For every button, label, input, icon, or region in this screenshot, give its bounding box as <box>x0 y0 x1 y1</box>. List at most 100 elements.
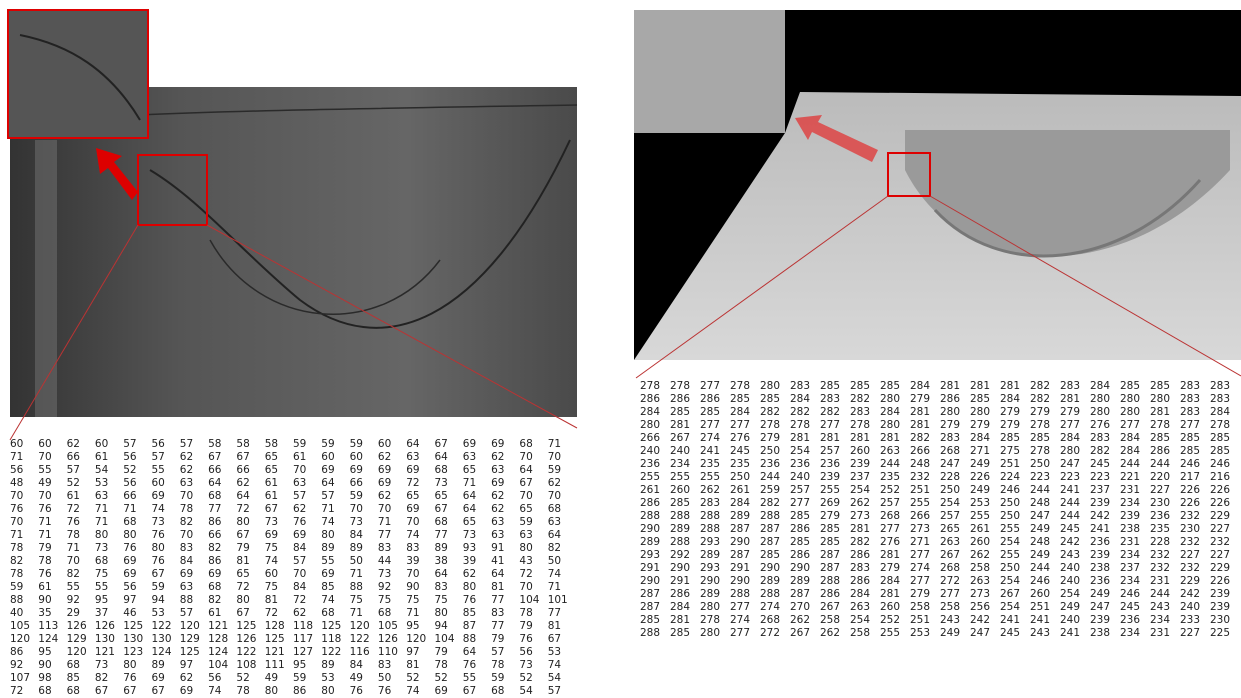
matrix-cell: 230 <box>1150 497 1170 509</box>
matrix-cell: 57 <box>321 490 334 502</box>
matrix-cell: 67 <box>548 633 561 645</box>
matrix-cell: 243 <box>940 614 960 626</box>
matrix-cell: 280 <box>640 419 660 431</box>
matrix-cell: 228 <box>940 471 960 483</box>
matrix-cell: 71 <box>378 516 391 528</box>
matrix-cell: 289 <box>760 575 780 587</box>
matrix-cell: 70 <box>406 568 419 580</box>
matrix-cell: 70 <box>10 490 23 502</box>
matrix-cell: 74 <box>208 685 222 697</box>
matrix-cell: 281 <box>880 549 900 561</box>
matrix-cell: 277 <box>910 549 930 561</box>
matrix-cell: 280 <box>1090 393 1110 405</box>
matrix-cell: 255 <box>700 471 720 483</box>
matrix-cell: 130 <box>152 633 172 645</box>
matrix-cell: 246 <box>1180 458 1200 470</box>
matrix-cell: 69 <box>406 464 419 476</box>
matrix-cell: 69 <box>435 685 448 697</box>
matrix-cell: 55 <box>321 555 334 567</box>
matrix-cell: 266 <box>910 445 930 457</box>
matrix-cell: 265 <box>940 523 960 535</box>
matrix-cell: 285 <box>670 406 690 418</box>
matrix-cell: 104 <box>208 659 228 671</box>
matrix-cell: 256 <box>970 601 990 613</box>
matrix-cell: 64 <box>548 529 562 541</box>
matrix-cell: 281 <box>940 380 960 392</box>
matrix-cell: 238 <box>1090 562 1110 574</box>
matrix-cell: 254 <box>1000 536 1020 548</box>
matrix-cell: 52 <box>236 672 249 684</box>
matrix-cell: 73 <box>435 477 448 489</box>
matrix-cell: 56 <box>519 646 533 658</box>
matrix-cell: 252 <box>880 614 900 626</box>
matrix-cell: 262 <box>970 549 990 561</box>
matrix-cell: 279 <box>970 419 990 431</box>
matrix-cell: 71 <box>321 503 334 515</box>
matrix-cell: 73 <box>378 568 391 580</box>
matrix-cell: 223 <box>1030 471 1050 483</box>
matrix-cell: 285 <box>1030 432 1050 444</box>
matrix-cell: 62 <box>236 477 249 489</box>
matrix-cell: 277 <box>730 627 750 639</box>
matrix-cell: 284 <box>970 432 990 444</box>
matrix-cell: 288 <box>670 536 690 548</box>
matrix-cell: 245 <box>1060 523 1080 535</box>
matrix-cell: 283 <box>790 380 810 392</box>
matrix-cell: 235 <box>700 458 720 470</box>
matrix-cell: 291 <box>640 562 660 574</box>
matrix-cell: 90 <box>38 659 51 671</box>
matrix-cell: 52 <box>519 672 532 684</box>
matrix-cell: 288 <box>700 523 720 535</box>
matrix-cell: 281 <box>1060 393 1080 405</box>
matrix-cell: 249 <box>970 458 990 470</box>
matrix-cell: 260 <box>970 536 990 548</box>
matrix-cell: 250 <box>730 471 750 483</box>
matrix-cell: 254 <box>850 614 870 626</box>
matrix-cell: 124 <box>152 646 172 658</box>
matrix-cell: 54 <box>519 685 533 697</box>
matrix-cell: 266 <box>910 510 930 522</box>
matrix-cell: 73 <box>152 516 165 528</box>
matrix-cell: 59 <box>293 672 306 684</box>
matrix-cell: 286 <box>790 523 810 535</box>
matrix-cell: 80 <box>152 542 165 554</box>
matrix-cell: 258 <box>850 627 870 639</box>
matrix-cell: 84 <box>180 555 194 567</box>
matrix-cell: 285 <box>790 510 810 522</box>
matrix-cell: 283 <box>850 562 870 574</box>
matrix-cell: 267 <box>940 549 960 561</box>
matrix-cell: 260 <box>880 601 900 613</box>
matrix-cell: 245 <box>730 445 750 457</box>
matrix-cell: 39 <box>406 555 419 567</box>
matrix-cell: 278 <box>670 380 690 392</box>
matrix-cell: 94 <box>152 594 166 606</box>
matrix-cell: 286 <box>940 393 960 405</box>
matrix-cell: 127 <box>293 646 313 658</box>
matrix-cell: 88 <box>350 581 363 593</box>
matrix-cell: 283 <box>1060 380 1080 392</box>
matrix-cell: 74 <box>406 685 420 697</box>
matrix-cell: 288 <box>820 575 840 587</box>
matrix-cell: 59 <box>350 490 363 502</box>
matrix-cell: 79 <box>491 633 504 645</box>
matrix-cell: 88 <box>180 594 193 606</box>
matrix-cell: 238 <box>1090 627 1110 639</box>
matrix-cell: 250 <box>1000 562 1020 574</box>
matrix-cell: 284 <box>880 575 900 587</box>
matrix-cell: 71 <box>95 516 108 528</box>
matrix-cell: 277 <box>880 523 900 535</box>
matrix-cell: 285 <box>1180 445 1200 457</box>
matrix-cell: 76 <box>350 685 364 697</box>
matrix-cell: 83 <box>378 659 391 671</box>
matrix-cell: 50 <box>378 672 391 684</box>
matrix-cell: 39 <box>463 555 476 567</box>
matrix-cell: 277 <box>910 575 930 587</box>
matrix-cell: 74 <box>548 568 562 580</box>
matrix-cell: 268 <box>940 562 960 574</box>
matrix-cell: 57 <box>123 438 136 450</box>
matrix-cell: 57 <box>491 646 504 658</box>
matrix-cell: 56 <box>123 477 137 489</box>
matrix-cell: 76 <box>38 503 52 515</box>
matrix-cell: 69 <box>321 568 334 580</box>
matrix-cell: 255 <box>1000 523 1020 535</box>
